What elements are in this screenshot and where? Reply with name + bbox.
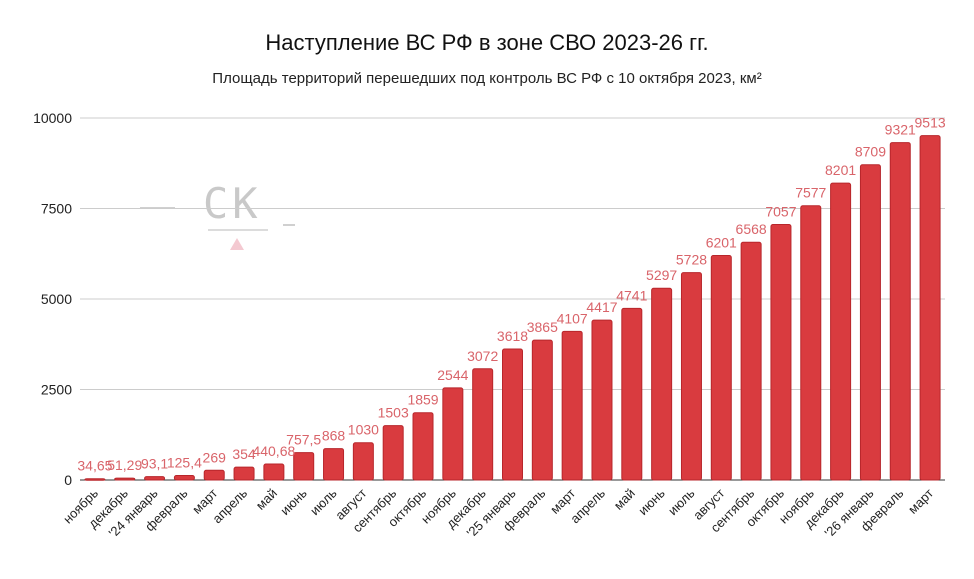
- bar: [651, 287, 673, 481]
- bar: [293, 452, 315, 481]
- y-tick-label: 0: [64, 472, 72, 488]
- data-label: 4741: [616, 287, 647, 303]
- watermark-logo: СК: [140, 179, 295, 250]
- y-tick-label: 5000: [41, 291, 72, 307]
- data-label: 1503: [378, 405, 409, 421]
- data-label: 7057: [765, 204, 796, 220]
- data-label: 51,29: [107, 457, 142, 473]
- data-label: 2544: [437, 367, 468, 383]
- bar: [531, 339, 553, 481]
- data-label: 3618: [497, 328, 528, 344]
- data-label: 93,1: [141, 456, 168, 472]
- bar: [173, 474, 195, 481]
- bar: [442, 387, 464, 481]
- data-label: 125,4: [167, 454, 202, 470]
- bar: [710, 255, 732, 481]
- x-tick-label: март: [905, 485, 936, 516]
- bar: [919, 135, 941, 481]
- x-tick-label: июнь: [635, 485, 668, 518]
- bar: [203, 469, 225, 481]
- bar: [84, 478, 106, 481]
- svg-text:СК: СК: [203, 179, 262, 228]
- data-label: 5728: [676, 252, 707, 268]
- data-label: 757,5: [286, 432, 321, 448]
- data-label: 6568: [736, 221, 767, 237]
- bar: [114, 477, 136, 481]
- data-label: 5297: [646, 267, 677, 283]
- data-label: 6201: [706, 235, 737, 251]
- chart-subtitle: Площадь территорий перешедших под контро…: [212, 70, 762, 87]
- data-label: 3072: [467, 348, 498, 364]
- data-label: 8709: [855, 144, 886, 160]
- data-label: 4417: [586, 299, 617, 315]
- bar: [233, 466, 255, 481]
- data-label: 8201: [825, 162, 856, 178]
- y-tick-label: 7500: [41, 201, 72, 217]
- bar: [740, 241, 762, 481]
- y-tick-label: 10000: [33, 110, 72, 126]
- data-label: 1859: [407, 392, 438, 408]
- data-label: 440,68: [252, 443, 295, 459]
- data-label: 4107: [557, 310, 588, 326]
- bar: [352, 442, 374, 481]
- bar: [800, 205, 822, 481]
- x-tick-label: май: [611, 486, 638, 513]
- y-tick-label: 2500: [41, 382, 72, 398]
- data-label: 34,65: [77, 458, 112, 474]
- data-label: 868: [322, 428, 346, 444]
- data-label: 1030: [348, 422, 379, 438]
- x-tick-label: июнь: [277, 485, 310, 518]
- bar: [412, 412, 434, 481]
- bar: [889, 142, 911, 481]
- bar: [680, 272, 702, 481]
- data-label: 3865: [527, 319, 558, 335]
- data-label: 9513: [915, 115, 946, 131]
- data-label: 354: [232, 446, 256, 462]
- data-label: 9321: [885, 122, 916, 138]
- x-tick-label: май: [253, 486, 280, 513]
- bar: [621, 307, 643, 481]
- bar: [591, 319, 613, 481]
- bar: [859, 164, 881, 481]
- bar: [830, 182, 852, 481]
- bar: [323, 448, 345, 481]
- bar: [502, 348, 523, 481]
- data-label: 7577: [795, 185, 826, 201]
- bar: [382, 425, 404, 481]
- chart-title: Наступление ВС РФ в зоне СВО 2023-26 гг.: [265, 30, 709, 55]
- bar: [472, 368, 494, 481]
- data-label: 269: [203, 449, 227, 465]
- bar: [561, 330, 583, 481]
- bar: [144, 476, 166, 481]
- bar: [263, 463, 285, 481]
- bar: [770, 224, 792, 481]
